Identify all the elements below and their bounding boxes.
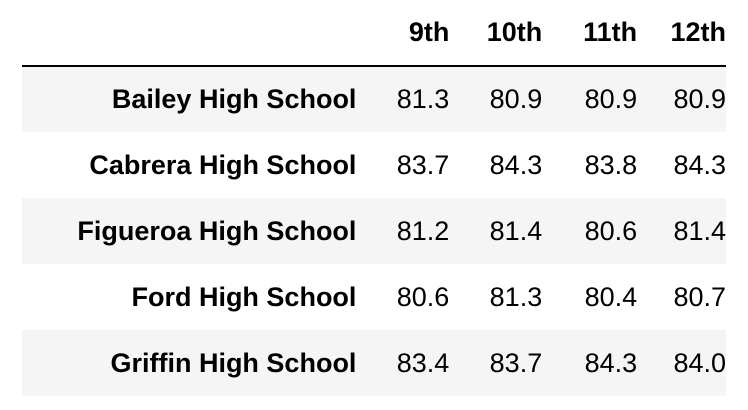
cell-value: 84.3 bbox=[489, 149, 543, 180]
cell-value: 81.2 bbox=[396, 215, 450, 246]
cell-value: 83.8 bbox=[584, 149, 638, 180]
row-label-cabrera: Cabrera High School bbox=[89, 149, 357, 180]
table-row: Figueroa High School 81.2 81.4 80.6 81.4 bbox=[22, 198, 726, 264]
row-label-ford: Ford High School bbox=[131, 281, 357, 312]
cell-value: 80.7 bbox=[673, 281, 726, 312]
cell-value: 80.4 bbox=[584, 281, 638, 312]
table-header: 9th 10th 11th 12th bbox=[22, 0, 726, 67]
cell-value: 80.6 bbox=[584, 215, 638, 246]
cell-value: 83.7 bbox=[489, 347, 543, 378]
table-body: Bailey High School 81.3 80.9 80.9 80.9 C… bbox=[22, 66, 726, 396]
cell-value: 84.0 bbox=[673, 347, 726, 378]
cell-value: 80.9 bbox=[489, 84, 543, 114]
header-row: 9th 10th 11th 12th bbox=[22, 0, 726, 67]
column-header-11th: 11th bbox=[542, 0, 638, 67]
row-label-griffin: Griffin High School bbox=[110, 347, 357, 378]
index-header-blank bbox=[22, 0, 357, 67]
cell-value: 83.7 bbox=[396, 149, 450, 180]
column-header-9th: 9th bbox=[356, 0, 450, 67]
table-row: Griffin High School 83.4 83.7 84.3 84.0 bbox=[22, 330, 726, 396]
row-label-bailey: Bailey High School bbox=[111, 84, 357, 114]
cell-value: 80.6 bbox=[396, 281, 450, 312]
column-header-10th: 10th bbox=[449, 0, 543, 67]
cell-value: 81.3 bbox=[489, 281, 543, 312]
table-row: Cabrera High School 83.7 84.3 83.8 84.3 bbox=[22, 132, 726, 198]
table-row: Ford High School 80.6 81.3 80.4 80.7 bbox=[22, 264, 726, 330]
cell-value: 81.3 bbox=[396, 84, 450, 114]
cell-value: 81.4 bbox=[489, 215, 543, 246]
column-header-12th: 12th bbox=[637, 0, 726, 67]
scores-table: 9th 10th 11th 12th Bailey High School 81… bbox=[22, 0, 726, 396]
row-label-figueroa: Figueroa High School bbox=[77, 215, 357, 246]
table-row: Bailey High School 81.3 80.9 80.9 80.9 bbox=[22, 66, 726, 132]
cell-value: 83.4 bbox=[396, 347, 450, 378]
cell-value: 80.9 bbox=[673, 84, 726, 114]
cell-value: 80.9 bbox=[584, 84, 638, 114]
cell-value: 81.4 bbox=[673, 215, 726, 246]
cell-value: 84.3 bbox=[673, 149, 726, 180]
cell-value: 84.3 bbox=[584, 347, 638, 378]
